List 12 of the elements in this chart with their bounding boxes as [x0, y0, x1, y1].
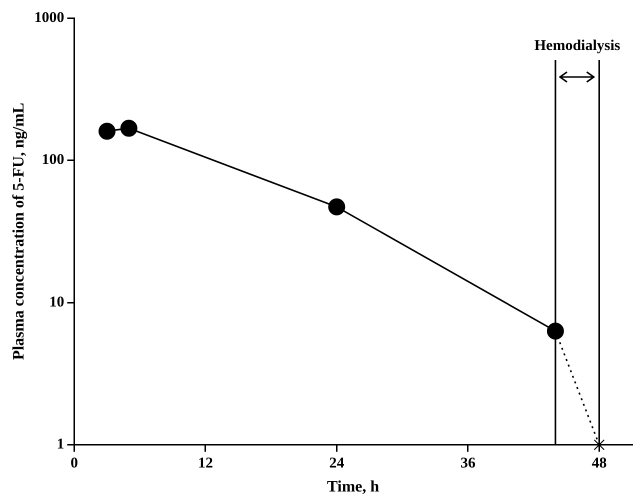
x-axis-title: Time, h	[327, 478, 380, 496]
x-tick-label: 12	[198, 456, 213, 472]
y-tick-label: 1000	[34, 10, 64, 26]
y-tick-label: 1	[56, 436, 64, 453]
x-tick-label: 0	[70, 456, 78, 472]
x-tick-label: 36	[460, 456, 476, 472]
y-tick-label: 100	[42, 152, 64, 168]
x-tick-label: 24	[329, 456, 345, 472]
annotation: Hemodialysis	[534, 38, 620, 54]
y-tick-label: 10	[49, 294, 64, 310]
y-axis-title: Plasma concentration of 5-FU, ng/mL	[10, 102, 28, 360]
x-tick-label: 48	[592, 456, 607, 472]
